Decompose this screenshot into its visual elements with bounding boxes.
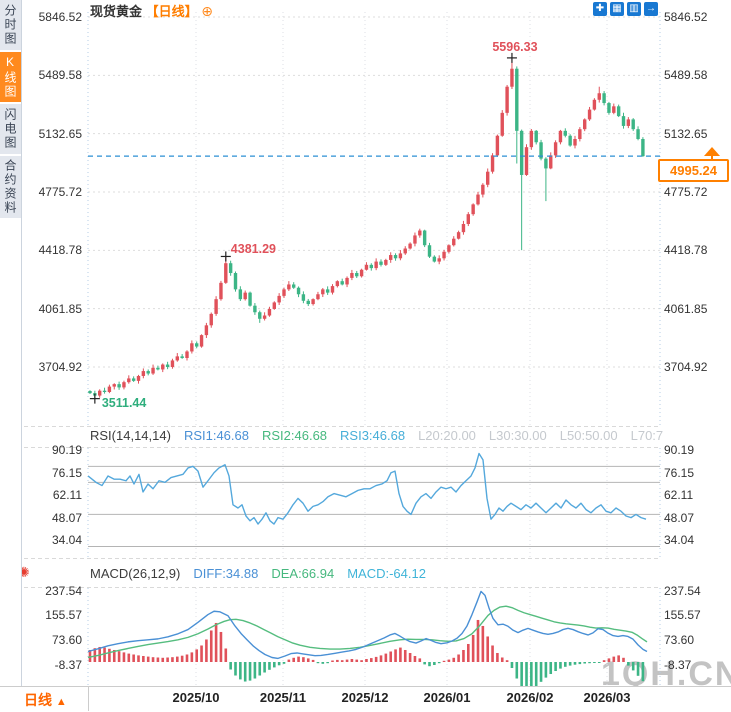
rsi-value-4: L20:20.00 <box>418 428 476 443</box>
macd-value-3: MACD:-64.12 <box>347 566 426 581</box>
rsi-value-1: RSI1:46.68 <box>183 428 249 443</box>
rsi-value-2: RSI2:46.68 <box>261 428 328 443</box>
period-tag: 【日线】 <box>145 4 198 19</box>
last-price-label: 4995.24 <box>658 159 729 182</box>
bottom-bar-divider <box>88 686 89 711</box>
sidebar-tab-2[interactable]: K线图 <box>0 52 21 102</box>
symbol-header: 现货黄金 【日线】 ⊕ <box>90 1 213 20</box>
macd-legend: MACD(26,12,9) DIFF:34.88 DEA:66.94 MACD:-6… <box>90 566 426 581</box>
chart-toolbar: ✚ ▦ ▥ → <box>593 2 658 16</box>
indicator-settings-icon[interactable]: ✺ <box>18 564 30 580</box>
rsi-value-7: L70:7 <box>630 428 664 443</box>
rsi-value-3: RSI3:46.68 <box>340 428 406 443</box>
indicator-panel-icon[interactable]: ▦ <box>610 2 624 16</box>
macd-title: MACD(26,12,9) <box>90 566 181 581</box>
sidebar: 分时图 K线图 闪电图 合约资料 <box>0 0 22 686</box>
rsi-legend: RSI(14,14,14) RSI1:46.68 RSI2:46.68 RSI3:4… <box>90 428 663 443</box>
rsi-value-5: L30:30.00 <box>488 428 547 443</box>
add-indicator-icon[interactable]: ⊕ <box>201 3 214 19</box>
chart-style-icon[interactable]: ▥ <box>627 2 641 16</box>
symbol-title: 现货黄金 <box>90 4 143 19</box>
sidebar-tab-3[interactable]: 闪电图 <box>0 104 21 154</box>
macd-value-1: DIFF:34.88 <box>193 566 259 581</box>
sidebar-tab-1[interactable]: 分时图 <box>0 0 21 50</box>
sidebar-tab-4[interactable]: 合约资料 <box>0 156 21 218</box>
rsi-value-6: L50:50.00 <box>559 428 618 443</box>
period-selector-label: 日线 <box>24 692 52 708</box>
rsi-title: RSI(14,14,14) <box>90 428 171 443</box>
period-selector[interactable]: 日线 ▲ <box>24 690 67 710</box>
period-selector-arrow-icon: ▲ <box>55 696 67 708</box>
crosshair-icon[interactable]: ✚ <box>593 2 607 16</box>
macd-value-2: DEA:66.94 <box>271 566 335 581</box>
collapse-right-icon[interactable]: → <box>644 2 658 16</box>
bottom-bar <box>0 686 731 712</box>
